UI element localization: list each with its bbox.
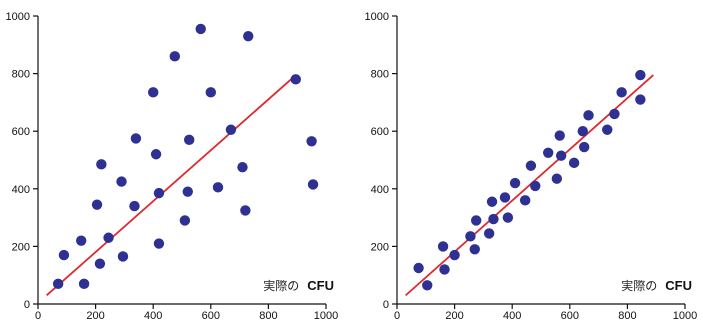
data-point <box>130 133 142 144</box>
data-point <box>153 187 165 199</box>
data-point <box>616 87 627 98</box>
data-point <box>78 278 90 290</box>
y-tick-label: 0 <box>383 299 389 311</box>
data-point <box>96 159 107 170</box>
x-tick-label: 400 <box>503 310 521 320</box>
data-point <box>91 199 103 210</box>
data-point <box>551 173 563 184</box>
data-point <box>530 180 541 192</box>
scatter-panel-left: 実際の CFU 0 200 400 600 800 1000 0 200 400 600 800 10… <box>6 11 339 320</box>
data-point <box>307 179 319 190</box>
data-point <box>579 141 590 153</box>
data-point <box>94 258 106 269</box>
data-point <box>449 249 460 261</box>
data-point <box>525 160 537 171</box>
data-point <box>148 87 159 98</box>
data-point <box>554 130 565 141</box>
fit-line <box>405 74 654 297</box>
y-tick-label: 800 <box>371 69 389 81</box>
data-point <box>471 215 482 226</box>
x-tick-label: 1000 <box>673 310 697 320</box>
x-tick-label: 600 <box>202 310 220 320</box>
data-point <box>502 212 514 223</box>
x-axis-label-unit: CFU <box>665 278 692 293</box>
data-point <box>519 195 531 206</box>
x-tick-label: 200 <box>445 310 463 320</box>
y-tick-label: 1000 <box>6 11 30 23</box>
data-point <box>583 110 594 121</box>
data-point <box>116 176 127 187</box>
data-point <box>413 262 424 274</box>
x-tick-label: 200 <box>86 310 104 320</box>
x-tick-label: 0 <box>35 310 41 320</box>
y-tick-label: 400 <box>371 184 389 196</box>
y-tick-label: 1000 <box>365 11 389 23</box>
x-axis-label-prefix: 実際の <box>621 278 657 293</box>
data-point <box>225 124 237 135</box>
data-point <box>184 134 195 146</box>
data-point <box>205 87 216 98</box>
data-point <box>179 215 191 226</box>
data-point <box>240 205 251 216</box>
data-point <box>103 232 114 243</box>
y-tick-label: 200 <box>371 241 389 253</box>
data-point <box>609 108 620 120</box>
data-point <box>150 149 162 160</box>
data-point <box>153 238 165 249</box>
data-point <box>58 249 70 261</box>
data-point <box>117 251 129 262</box>
data-point <box>212 182 224 193</box>
data-point <box>483 228 495 239</box>
x-tick-label: 800 <box>259 310 277 320</box>
x-tick-label: 400 <box>144 310 162 320</box>
y-tick-label: 400 <box>12 184 30 196</box>
y-tick-label: 800 <box>12 69 30 81</box>
x-axis-label-unit: CFU <box>307 278 334 293</box>
y-tick-label: 200 <box>12 241 30 253</box>
data-point <box>129 200 140 212</box>
data-point <box>76 235 87 246</box>
data-point <box>437 241 449 252</box>
data-point <box>439 264 450 275</box>
data-point <box>568 157 580 169</box>
x-axis-label-prefix: 実際の <box>263 278 299 293</box>
data-point <box>52 278 64 290</box>
data-point <box>509 177 521 189</box>
data-point <box>635 69 646 81</box>
data-point <box>577 126 588 137</box>
data-point <box>243 30 254 42</box>
data-point <box>195 23 206 35</box>
data-point <box>543 147 554 158</box>
data-point <box>635 94 646 105</box>
data-point <box>169 51 180 62</box>
fit-line <box>46 75 295 297</box>
data-point <box>555 150 567 161</box>
x-axis-label-right: 実際の CFU <box>621 277 692 294</box>
x-tick-label: 0 <box>394 310 400 320</box>
x-tick-label: 600 <box>561 310 579 320</box>
data-point <box>422 280 433 291</box>
data-point <box>306 136 317 147</box>
data-point <box>237 162 248 173</box>
y-tick-label: 600 <box>371 126 389 138</box>
x-tick-label: 800 <box>618 310 636 320</box>
data-point <box>499 192 511 203</box>
data-point <box>486 196 498 207</box>
data-point <box>488 213 499 225</box>
data-point <box>469 244 480 255</box>
x-tick-label: 1000 <box>314 310 338 320</box>
data-point <box>465 231 476 242</box>
y-tick-label: 0 <box>24 299 30 311</box>
scatter-panel-right: 実際の CFU 0 200 400 600 800 1000 0 200 400 600 800 10… <box>365 11 698 320</box>
y-tick-label: 600 <box>12 126 30 138</box>
data-point <box>182 186 193 197</box>
data-point <box>290 74 301 85</box>
data-point <box>602 124 613 135</box>
x-axis-label-left: 実際の CFU <box>263 277 334 294</box>
